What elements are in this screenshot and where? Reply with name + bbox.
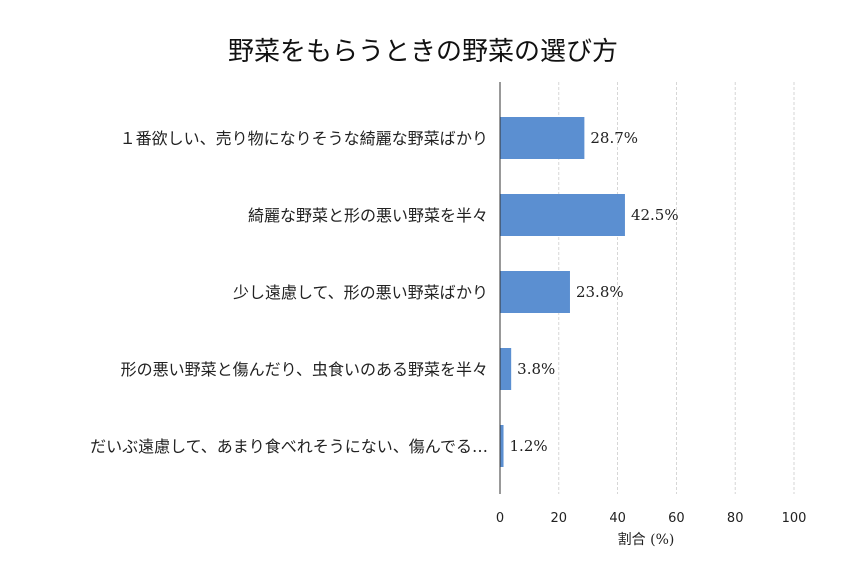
category-label: １番欲しい、売り物になりそうな綺麗な野菜ばかり xyxy=(120,129,488,148)
bar xyxy=(500,117,585,159)
x-tick-label: 60 xyxy=(668,511,685,526)
value-label: 23.8% xyxy=(576,283,624,301)
bars xyxy=(499,82,625,494)
value-label: 28.7% xyxy=(590,129,638,147)
category-labels: １番欲しい、売り物になりそうな綺麗な野菜ばかり綺麗な野菜と形の悪い野菜を半々少し… xyxy=(90,129,488,456)
category-label: 綺麗な野菜と形の悪い野菜を半々 xyxy=(248,206,488,225)
category-label: 形の悪い野菜と傷んだり、虫食いのある野菜を半々 xyxy=(121,360,488,379)
bar xyxy=(500,348,512,390)
x-tick-label: 40 xyxy=(609,511,626,526)
value-label: 1.2% xyxy=(510,437,548,455)
x-tick-label: 80 xyxy=(727,511,744,526)
x-axis-ticks: 0 20 40 60 80 100 xyxy=(496,511,807,526)
bar xyxy=(500,194,625,236)
category-label: だいぶ遠慮して、あまり食べれそうにない、傷んでる… xyxy=(90,437,488,456)
x-axis-label: 割合 (%) xyxy=(618,531,675,548)
value-label: 42.5% xyxy=(631,206,679,224)
x-tick-label: 20 xyxy=(551,511,568,526)
bar xyxy=(500,271,570,313)
value-labels: 28.7% 42.5% 23.8% 3.8% 1.2% xyxy=(510,129,679,455)
chart-title: 野菜をもらうときの野菜の選び方 xyxy=(228,37,618,67)
x-tick-label: 0 xyxy=(496,511,504,526)
value-label: 3.8% xyxy=(517,360,555,378)
category-label: 少し遠慮して、形の悪い野菜ばかり xyxy=(233,283,488,302)
bar xyxy=(500,425,504,467)
x-tick-label: 100 xyxy=(782,511,807,526)
